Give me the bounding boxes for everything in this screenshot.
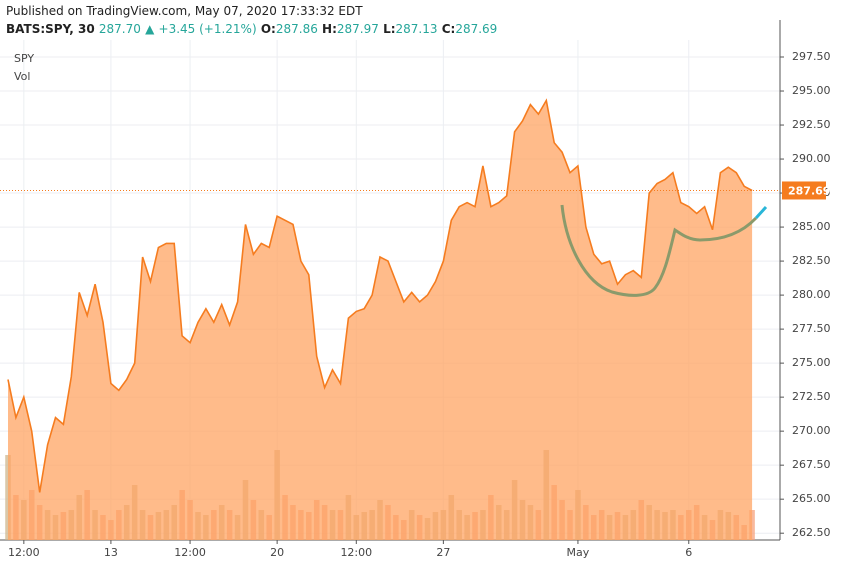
y-tick-label: 290.00 [792,152,831,165]
y-tick-label: 275.00 [792,356,831,369]
y-tick-label: 262.50 [792,526,831,539]
symbol: BATS:SPY, 30 [6,22,95,36]
last-price-label: 287.69 [788,184,830,197]
y-tick-label: 265.00 [792,492,831,505]
cup-drawing [560,204,758,297]
legend-volume: Vol [14,70,30,83]
y-tick-label: 295.00 [792,84,831,97]
x-tick-label: 12:00 [340,546,372,559]
y-tick-label: 285.00 [792,220,831,233]
y-tick-label: 267.50 [792,458,831,471]
x-tick-label: 13 [104,546,118,559]
x-tick-label: 6 [685,546,692,559]
high-label: H: [322,22,337,36]
low: 287.13 [395,22,438,36]
y-tick-label: 297.50 [792,50,831,63]
price-line [7,98,753,493]
y-tick-label: 292.50 [792,118,831,131]
open: 287.86 [275,22,318,36]
price: 287.70 [98,22,141,36]
area-fill [8,100,753,540]
high: 287.97 [336,22,379,36]
legend-symbol: SPY [14,52,34,65]
change: +3.45 (+1.21%) [158,22,257,36]
arrow: ▲ [145,22,155,36]
y-tick-label: 270.00 [792,424,831,437]
y-tick-label: 277.50 [792,322,831,335]
low-label: L: [383,22,396,36]
published-line: Published on TradingView.com, May 07, 20… [6,4,363,18]
y-tick-label: 282.50 [792,254,831,267]
close-label: C: [441,22,456,36]
x-tick-label: 20 [270,546,284,559]
last-price-tag [782,181,826,200]
x-tick-label: 27 [436,546,450,559]
handle-drawing [754,205,768,220]
x-tick-label: May [567,546,590,559]
x-tick-label: 12:00 [8,546,40,559]
y-tick-label: 272.50 [792,390,831,403]
x-tick-label: 12:00 [174,546,206,559]
y-tick-label: 280.00 [792,288,831,301]
ohlc-line: BATS:SPY, 30 287.70 ▲ +3.45 (+1.21%) O:2… [6,22,497,36]
open-label: O: [260,22,276,36]
close: 287.69 [455,22,498,36]
